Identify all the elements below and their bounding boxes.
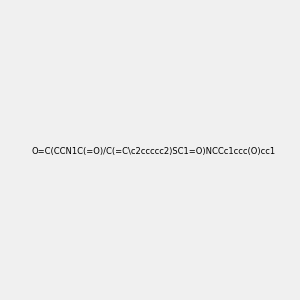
Text: O=C(CCN1C(=O)/C(=C\c2ccccc2)SC1=O)NCCc1ccc(O)cc1: O=C(CCN1C(=O)/C(=C\c2ccccc2)SC1=O)NCCc1c… — [32, 147, 276, 156]
